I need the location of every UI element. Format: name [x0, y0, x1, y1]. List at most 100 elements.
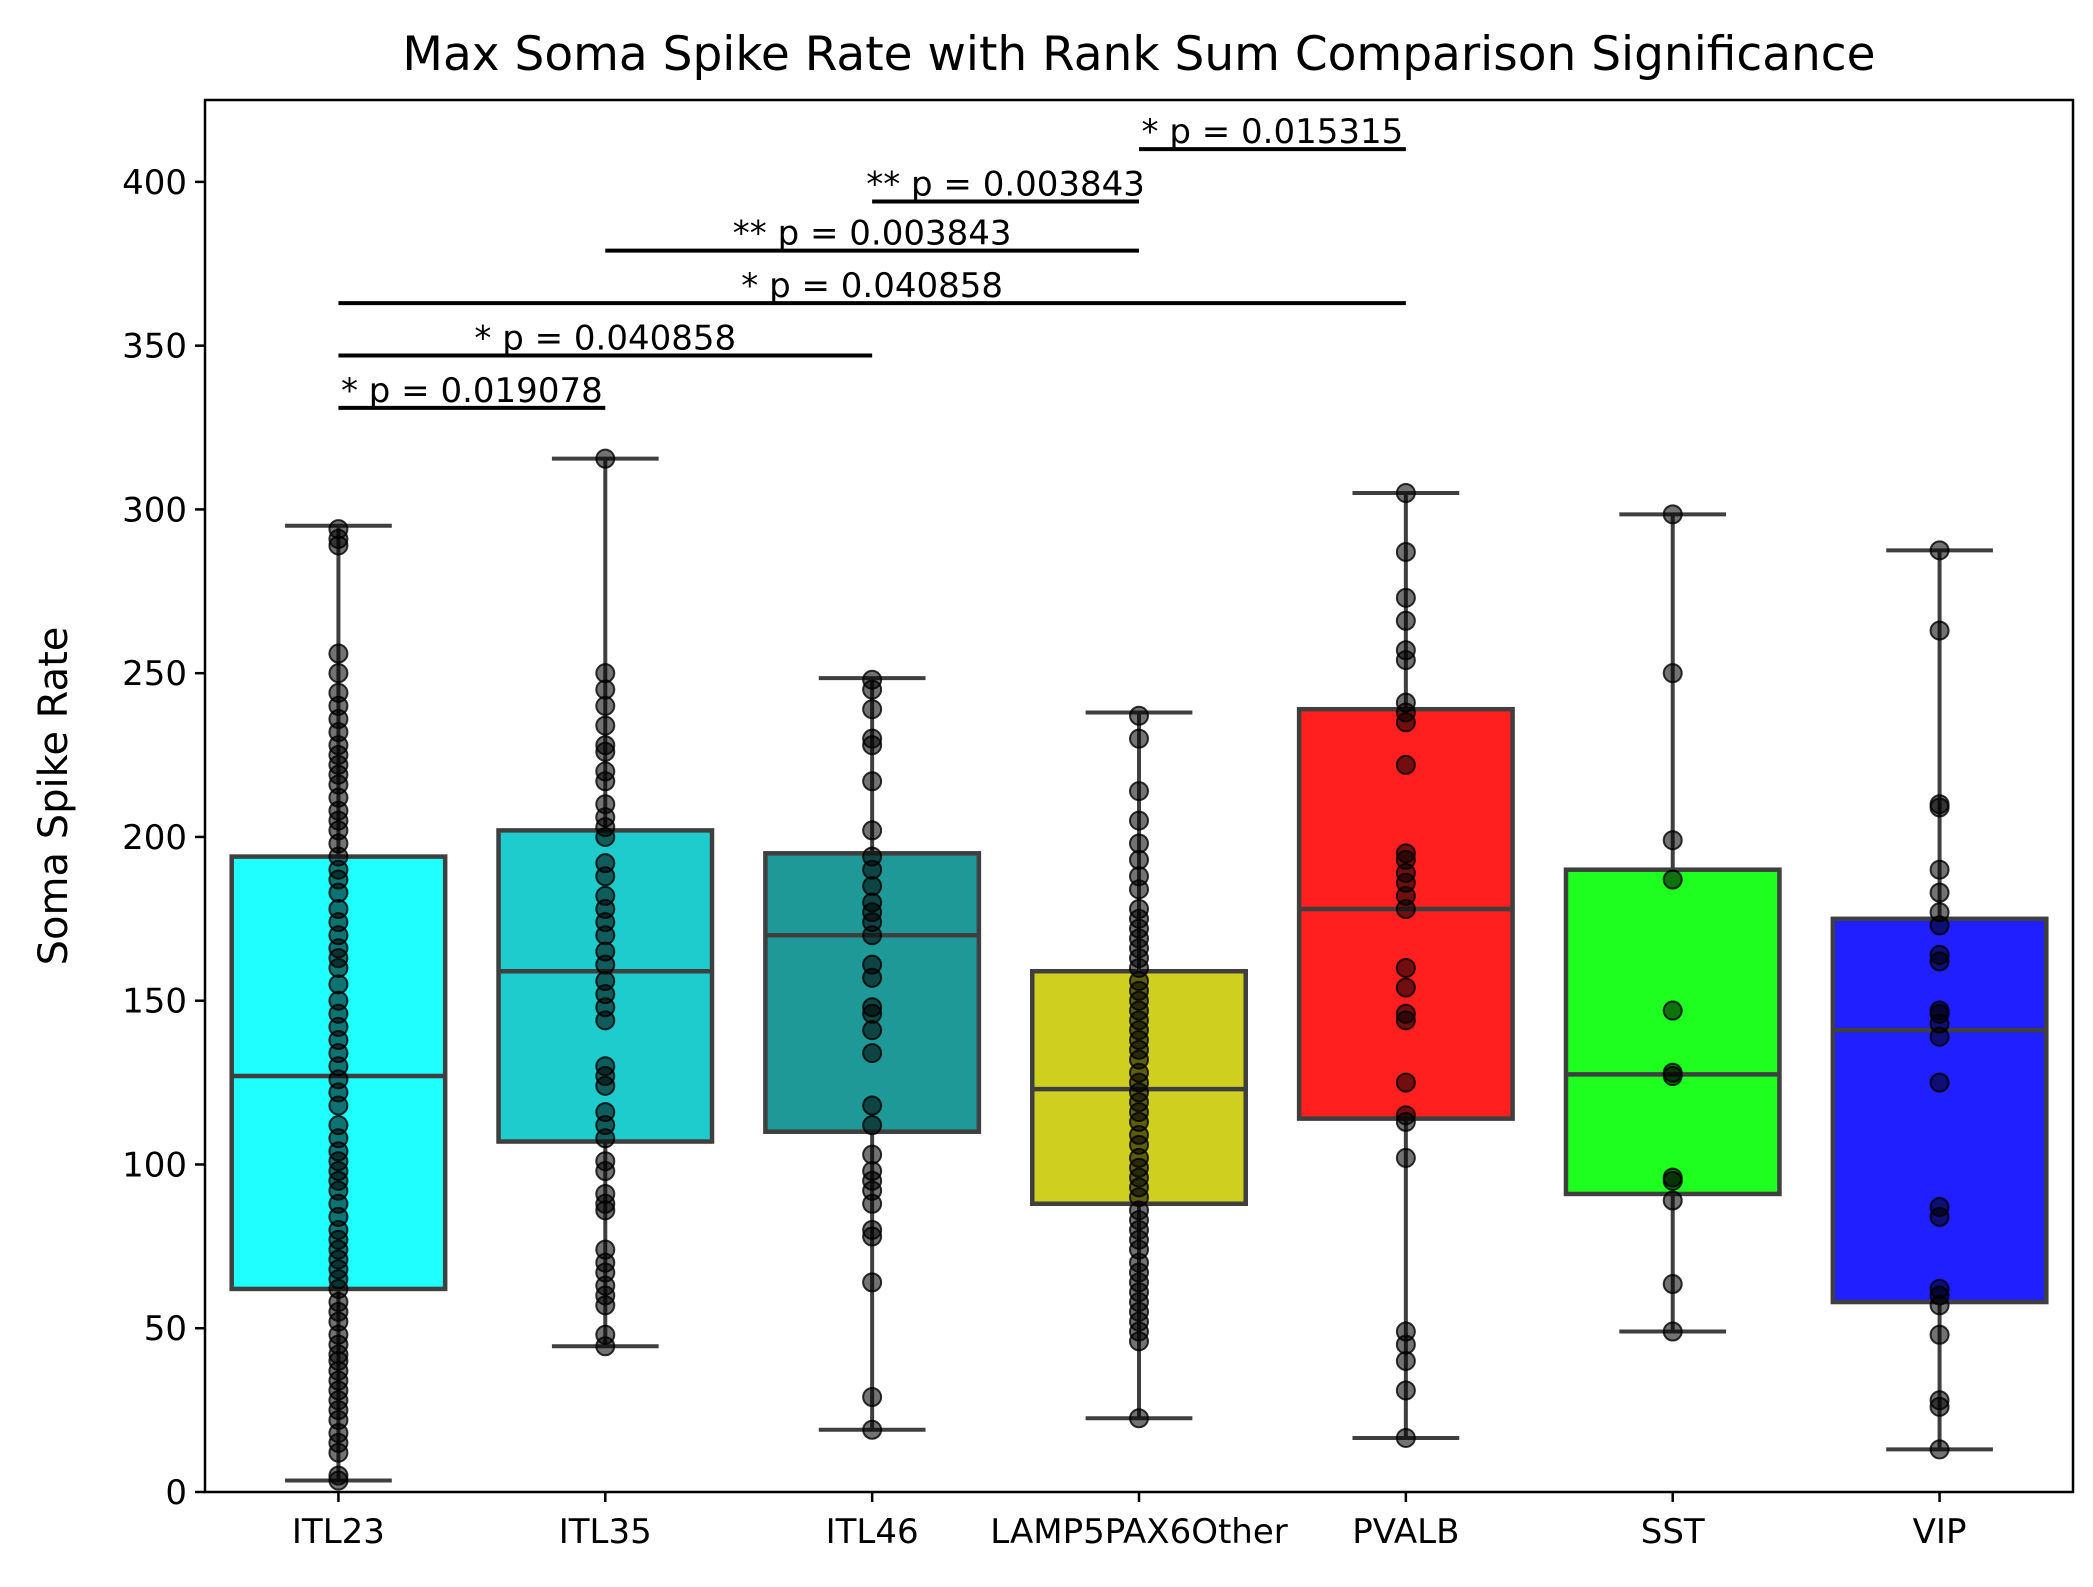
significance-label: * p = 0.040858 [474, 318, 736, 358]
data-point [1662, 663, 1683, 684]
data-point [862, 1043, 883, 1064]
data-point [1395, 754, 1416, 775]
data-point [1929, 620, 1950, 641]
data-point [862, 954, 883, 975]
data-point [1395, 692, 1416, 713]
x-tick-label: ITL35 [559, 1512, 652, 1552]
data-point [595, 1056, 616, 1077]
data-point [862, 1419, 883, 1440]
data-point [1395, 1427, 1416, 1448]
significance-label: * p = 0.019078 [341, 371, 603, 411]
data-point [1662, 1190, 1683, 1211]
data-point [1129, 781, 1149, 802]
data-point [1395, 843, 1416, 864]
data-point [1395, 541, 1416, 562]
x-tick-label: PVALB [1352, 1512, 1459, 1552]
y-tick-label: 250 [122, 654, 187, 694]
data-point [1662, 504, 1683, 525]
data-point [1929, 882, 1950, 903]
data-point [862, 728, 883, 749]
box-group [1563, 512, 1782, 1334]
data-point [1395, 1321, 1416, 1342]
data-point [1129, 866, 1149, 887]
data-point [862, 699, 883, 720]
data-point [595, 1183, 616, 1204]
data-point [1395, 957, 1416, 978]
data-point [1129, 898, 1149, 919]
data-point [862, 1115, 883, 1136]
data-point [1929, 794, 1950, 815]
y-tick-label: 400 [122, 163, 187, 203]
data-point [1129, 705, 1149, 726]
data-point [595, 853, 616, 874]
data-point [1395, 1147, 1416, 1168]
data-point [1929, 1278, 1950, 1299]
data-point [862, 1387, 883, 1408]
y-tick-label: 150 [122, 982, 187, 1022]
data-point [328, 1465, 349, 1486]
significance-label: * p = 0.040858 [741, 266, 1003, 306]
data-point [1929, 944, 1950, 965]
data-point [595, 663, 616, 684]
data-point [1929, 1324, 1950, 1345]
data-point [1395, 1380, 1416, 1401]
data-point [1662, 830, 1683, 851]
data-point [328, 898, 349, 919]
data-point [595, 1102, 616, 1123]
y-axis-label: Soma Spike Rate [31, 627, 77, 966]
x-tick-label: ITL23 [292, 1512, 385, 1552]
data-point [1129, 810, 1149, 831]
data-point [862, 846, 883, 867]
y-tick-label: 350 [122, 327, 187, 367]
data-point [862, 1144, 883, 1165]
data-point [595, 794, 616, 815]
data-point [1129, 1408, 1149, 1429]
data-point [1929, 859, 1950, 880]
data-point [1395, 483, 1416, 504]
data-point [862, 771, 883, 792]
data-point [595, 1239, 616, 1260]
x-tick-label: ITL46 [826, 1512, 919, 1552]
x-tick-label: LAMP5PAX6Other [990, 1512, 1288, 1552]
significance-label: * p = 0.015315 [1142, 112, 1404, 152]
data-point [328, 643, 349, 664]
data-point [862, 997, 883, 1018]
x-tick-label: VIP [1913, 1512, 1967, 1552]
data-point [1395, 610, 1416, 631]
data-point [595, 761, 616, 782]
data-point [1929, 1072, 1950, 1093]
data-point [862, 820, 883, 841]
box [1563, 867, 1782, 1197]
box [1830, 916, 2049, 1305]
data-point [862, 1219, 883, 1240]
data-point [595, 971, 616, 992]
data-point [1929, 1439, 1950, 1460]
data-point [1929, 902, 1950, 923]
data-point [1662, 1062, 1683, 1083]
x-tick-label: SST [1641, 1512, 1705, 1552]
data-point [595, 941, 616, 962]
data-point [1395, 1003, 1416, 1024]
data-point [595, 1151, 616, 1172]
data-point [328, 682, 349, 703]
data-point [595, 885, 616, 906]
data-point [595, 1324, 616, 1345]
y-tick-label: 200 [122, 818, 187, 858]
data-point [595, 679, 616, 700]
data-point [1662, 1000, 1683, 1021]
chart-title: Max Soma Spike Rate with Rank Sum Compar… [402, 27, 1875, 82]
data-point [328, 974, 349, 995]
data-point [595, 448, 616, 469]
data-point [1662, 869, 1683, 890]
data-point [1129, 728, 1149, 749]
y-tick-label: 300 [122, 490, 187, 530]
y-tick-label: 50 [144, 1309, 187, 1349]
data-point [328, 1115, 349, 1136]
data-point [1395, 587, 1416, 608]
y-tick-label: 100 [122, 1145, 187, 1185]
y-tick-label: 0 [165, 1473, 187, 1513]
plot-area: * p = 0.019078 * p = 0.040858* p = 0.0408… [122, 98, 2075, 1552]
data-point [862, 669, 883, 690]
data-point [862, 1272, 883, 1293]
